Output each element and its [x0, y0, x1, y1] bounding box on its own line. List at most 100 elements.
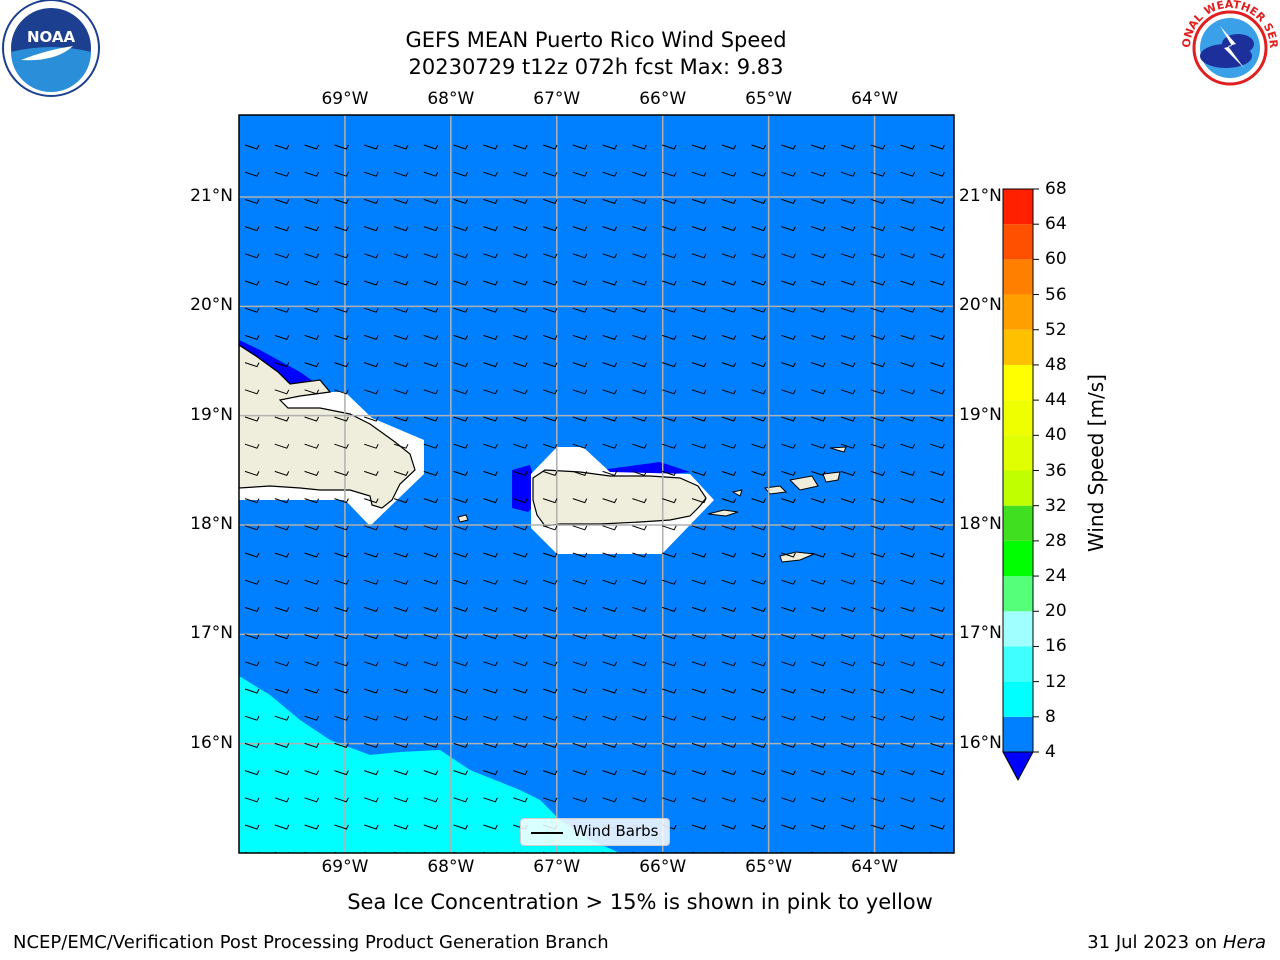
wind-barb: [453, 634, 469, 640]
wind-barb: [751, 552, 767, 558]
wind-barb: [751, 661, 767, 667]
lon-label-top: 68°W: [427, 89, 475, 109]
wind-barb: [304, 688, 320, 694]
wind-barb: [781, 498, 796, 504]
wind-barb: [513, 797, 528, 803]
wind-barb: [811, 606, 826, 613]
wind-barb: [513, 253, 528, 259]
wind-barb: [691, 280, 707, 286]
colorbar-tick-label: 32: [1045, 495, 1067, 516]
wind-barb: [244, 416, 260, 422]
wind-barb: [811, 171, 826, 177]
wind-barb: [423, 334, 439, 341]
wind-barb: [662, 198, 677, 205]
wind-barb: [453, 525, 469, 531]
wind-barb: [364, 634, 379, 640]
wind-barb: [691, 144, 707, 150]
wind-barb: [870, 688, 886, 694]
wind-barb: [662, 362, 677, 368]
wind-barb: [304, 416, 320, 422]
wind-barb: [274, 389, 290, 395]
wind-barb: [870, 634, 886, 640]
wind-barb: [840, 715, 856, 721]
wind-barb: [572, 198, 588, 205]
colorbar-bin: [1003, 189, 1033, 225]
colorbar-tick-label: 40: [1045, 425, 1067, 446]
wind-barb: [572, 770, 588, 776]
wind-barb: [721, 579, 737, 585]
wind-barb: [423, 715, 439, 721]
wind-barb: [602, 171, 618, 177]
colorbar-bin: [1003, 540, 1033, 577]
wind-barb: [453, 579, 469, 585]
wind-barb: [691, 770, 707, 776]
wind-barb: [364, 742, 379, 749]
wind-barb: [274, 144, 290, 150]
wind-barb: [870, 715, 886, 721]
wind-barb: [632, 470, 647, 477]
wind-barb: [274, 688, 290, 694]
wind-barb: [572, 579, 588, 585]
wind-barb: [453, 470, 469, 477]
wind-barb: [900, 280, 916, 286]
wind-barb: [542, 198, 558, 205]
wind-barb: [900, 307, 916, 313]
wind-barb: [572, 797, 588, 803]
wind-barb: [483, 498, 498, 504]
wind-barb: [751, 226, 767, 232]
wind-barb: [513, 498, 528, 504]
legend-label: Wind Barbs: [573, 822, 659, 840]
wind-barb: [513, 742, 528, 749]
wind-barb: [870, 824, 886, 830]
wind-barb: [244, 362, 260, 368]
wind-barb: [274, 552, 290, 558]
wind-barb: [423, 742, 439, 749]
wind-barb: [691, 198, 707, 205]
wind-barb: [334, 715, 349, 721]
wind-barb: [870, 498, 886, 504]
wind-barb: [930, 307, 945, 313]
wind-barb: [870, 416, 886, 422]
wind-barb: [662, 579, 677, 585]
wind-barb: [244, 797, 260, 803]
wind-barb: [274, 443, 290, 449]
wind-barb: [662, 253, 677, 259]
colorbar-bin: [1003, 681, 1033, 717]
wind-barb: [334, 362, 349, 368]
wind-barb: [900, 144, 916, 150]
wind-barb: [572, 334, 588, 341]
wind-barb: [632, 606, 647, 613]
wind-barb: [483, 389, 498, 395]
wind-barb: [542, 389, 558, 395]
wind-barb: [840, 280, 856, 286]
wind-barb: [781, 715, 796, 721]
wind-barb: [900, 525, 916, 531]
wind-barb: [304, 606, 320, 613]
wind-barb: [364, 552, 379, 558]
wind-barb: [900, 742, 916, 749]
wind-barb: [304, 552, 320, 558]
wind-barb: [602, 280, 618, 286]
wind-barb: [811, 742, 826, 749]
wind-barb: [602, 362, 618, 368]
wind-barb: [632, 634, 647, 640]
wind-barb: [602, 579, 618, 585]
lon-label-top: 69°W: [321, 89, 369, 109]
wind-barb: [513, 443, 528, 449]
wind-barb: [602, 443, 618, 449]
wind-barb: [721, 253, 737, 259]
wind-barb: [721, 389, 737, 395]
wind-barb: [274, 362, 290, 368]
lat-label-left: 21°N: [190, 186, 233, 206]
wind-barb: [662, 770, 677, 776]
wind-barb: [632, 688, 647, 694]
wind-barb: [781, 661, 796, 667]
colorbar-bin: [1003, 646, 1033, 682]
wind-barb: [572, 742, 588, 749]
wind-barb: [513, 226, 528, 232]
lon-label-bottom: 67°W: [533, 857, 581, 877]
wind-barb: [423, 770, 439, 776]
wind-barb: [334, 824, 349, 830]
wind-barb: [334, 334, 349, 341]
wind-barb: [542, 334, 558, 341]
